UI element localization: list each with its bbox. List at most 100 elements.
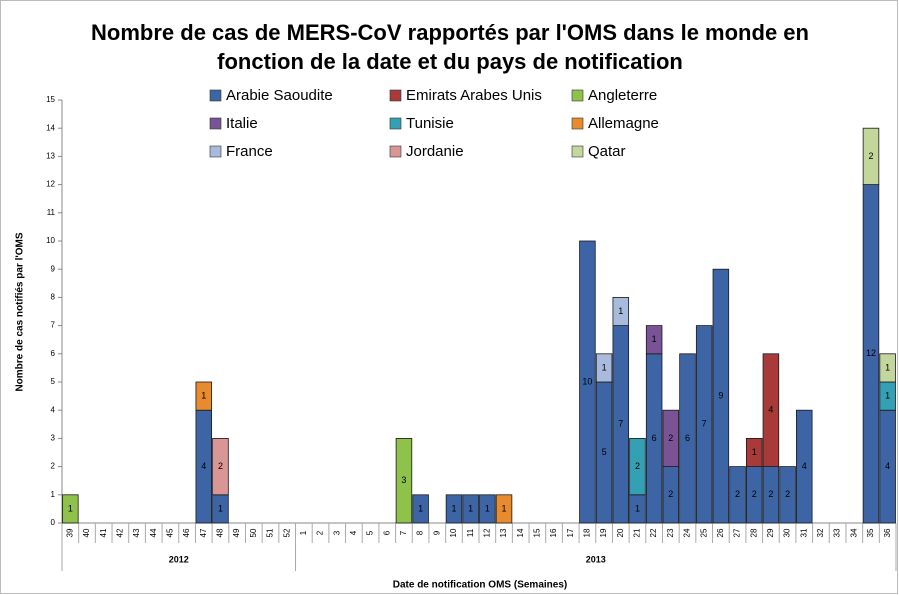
bar-segment xyxy=(796,409,813,524)
bar-segment xyxy=(762,353,780,467)
y-tick-label: 10 xyxy=(46,236,55,245)
bar-segment xyxy=(879,353,896,383)
legend-label: Allemagne xyxy=(588,115,659,132)
data-label: 2 xyxy=(735,489,740,499)
bar-segment xyxy=(862,127,880,185)
y-tick-label: 5 xyxy=(51,377,56,386)
x-tick-label: 1 xyxy=(299,530,308,535)
data-label: 6 xyxy=(685,433,690,443)
x-axis-title: Date de notification OMS (Semaines) xyxy=(393,580,567,591)
y-tick-label: 2 xyxy=(51,462,56,471)
x-tick-label: 21 xyxy=(633,528,642,537)
x-tick-label: 6 xyxy=(382,530,391,535)
bar-segment xyxy=(479,494,496,524)
bar-segment xyxy=(729,466,746,524)
bar-segment xyxy=(212,437,229,496)
data-label: 1 xyxy=(418,503,423,513)
data-label: 7 xyxy=(702,419,707,429)
bar-segment xyxy=(629,437,646,496)
y-tick-label: 13 xyxy=(46,152,55,161)
bar-segment xyxy=(62,494,79,524)
x-tick-label: 25 xyxy=(699,528,708,537)
bar-segment xyxy=(495,494,513,524)
bar-segment xyxy=(445,494,463,524)
data-label: 1 xyxy=(201,390,206,400)
y-tick-label: 1 xyxy=(51,490,56,499)
x-tick-label: 47 xyxy=(199,528,208,537)
x-tick-label: 35 xyxy=(866,528,875,537)
x-tick-label: 22 xyxy=(649,528,658,537)
x-tick-label: 24 xyxy=(683,528,692,537)
x-tick-label: 7 xyxy=(399,530,408,535)
x-tick-label: 13 xyxy=(499,528,508,537)
data-label: 2 xyxy=(668,433,673,443)
y-tick-label: 8 xyxy=(51,293,56,302)
legend-label: Tunisie xyxy=(406,115,454,132)
x-tick-label: 28 xyxy=(749,528,758,537)
x-tick-label: 34 xyxy=(849,528,858,537)
x-tick-label: 8 xyxy=(416,530,425,535)
legend-swatch xyxy=(209,145,222,158)
x-tick-label: 52 xyxy=(282,528,291,537)
bar-segment xyxy=(412,494,429,524)
x-tick-label: 3 xyxy=(332,530,341,535)
x-tick-label: 26 xyxy=(716,528,725,537)
bar-segment xyxy=(595,353,613,383)
data-label: 1 xyxy=(618,306,623,316)
bar-segment xyxy=(645,325,663,355)
data-label: 1 xyxy=(468,503,473,513)
bar-segment xyxy=(195,381,213,411)
x-tick-label: 4 xyxy=(349,530,358,535)
data-label: 2 xyxy=(752,489,757,499)
legend-swatch xyxy=(389,89,402,102)
x-tick-label: 18 xyxy=(583,528,592,537)
data-label: 10 xyxy=(582,376,592,386)
legend-label: Qatar xyxy=(588,143,626,160)
x-tick-label: 12 xyxy=(482,528,491,537)
data-label: 1 xyxy=(652,334,657,344)
y-tick-label: 4 xyxy=(51,405,56,414)
chart-title: Nombre de cas de MERS-CoV rapportés par … xyxy=(91,20,809,74)
x-tick-label: 42 xyxy=(115,528,124,537)
bar-segment xyxy=(679,353,696,524)
legend-label: Italie xyxy=(226,115,258,132)
x-tick-label: 45 xyxy=(166,528,175,537)
x-tick-label: 51 xyxy=(266,528,275,537)
data-label: 2 xyxy=(768,489,773,499)
group-label: 2012 xyxy=(169,554,189,564)
data-label: 2 xyxy=(635,461,640,471)
y-tick-label: 3 xyxy=(51,434,56,443)
y-tick-label: 0 xyxy=(51,518,56,527)
y-tick-label: 11 xyxy=(47,208,56,217)
x-tick-label: 9 xyxy=(432,530,441,535)
data-label: 2 xyxy=(785,489,790,499)
bar-segment xyxy=(695,325,713,524)
x-tick-label: 11 xyxy=(466,528,475,537)
data-label: 12 xyxy=(866,348,876,358)
y-tick-label: 12 xyxy=(46,180,55,189)
legend-swatch xyxy=(209,117,222,130)
data-label: 1 xyxy=(451,503,456,513)
data-label: 7 xyxy=(618,419,623,429)
bar-segment xyxy=(712,268,730,524)
x-tick-label: 30 xyxy=(783,528,792,537)
bar-segment xyxy=(395,437,413,524)
x-tick-label: 20 xyxy=(616,528,625,537)
y-axis-title: Nombre de cas notifiés par l'OMS xyxy=(15,232,26,391)
data-label: 1 xyxy=(885,390,890,400)
x-tick-label: 49 xyxy=(232,528,241,537)
data-label: 1 xyxy=(635,503,640,513)
y-tick-label: 7 xyxy=(51,321,56,330)
legend-label: Angleterre xyxy=(588,87,657,104)
x-tick-label: 15 xyxy=(532,528,541,537)
data-label: 2 xyxy=(218,461,223,471)
bar-segment xyxy=(662,409,680,468)
data-label: 2 xyxy=(868,151,873,161)
x-tick-label: 27 xyxy=(733,528,742,537)
legend-label: Arabie Saoudite xyxy=(226,87,333,104)
legend-label: France xyxy=(226,143,273,160)
data-label: 5 xyxy=(602,447,607,457)
x-tick-label: 48 xyxy=(216,528,225,537)
